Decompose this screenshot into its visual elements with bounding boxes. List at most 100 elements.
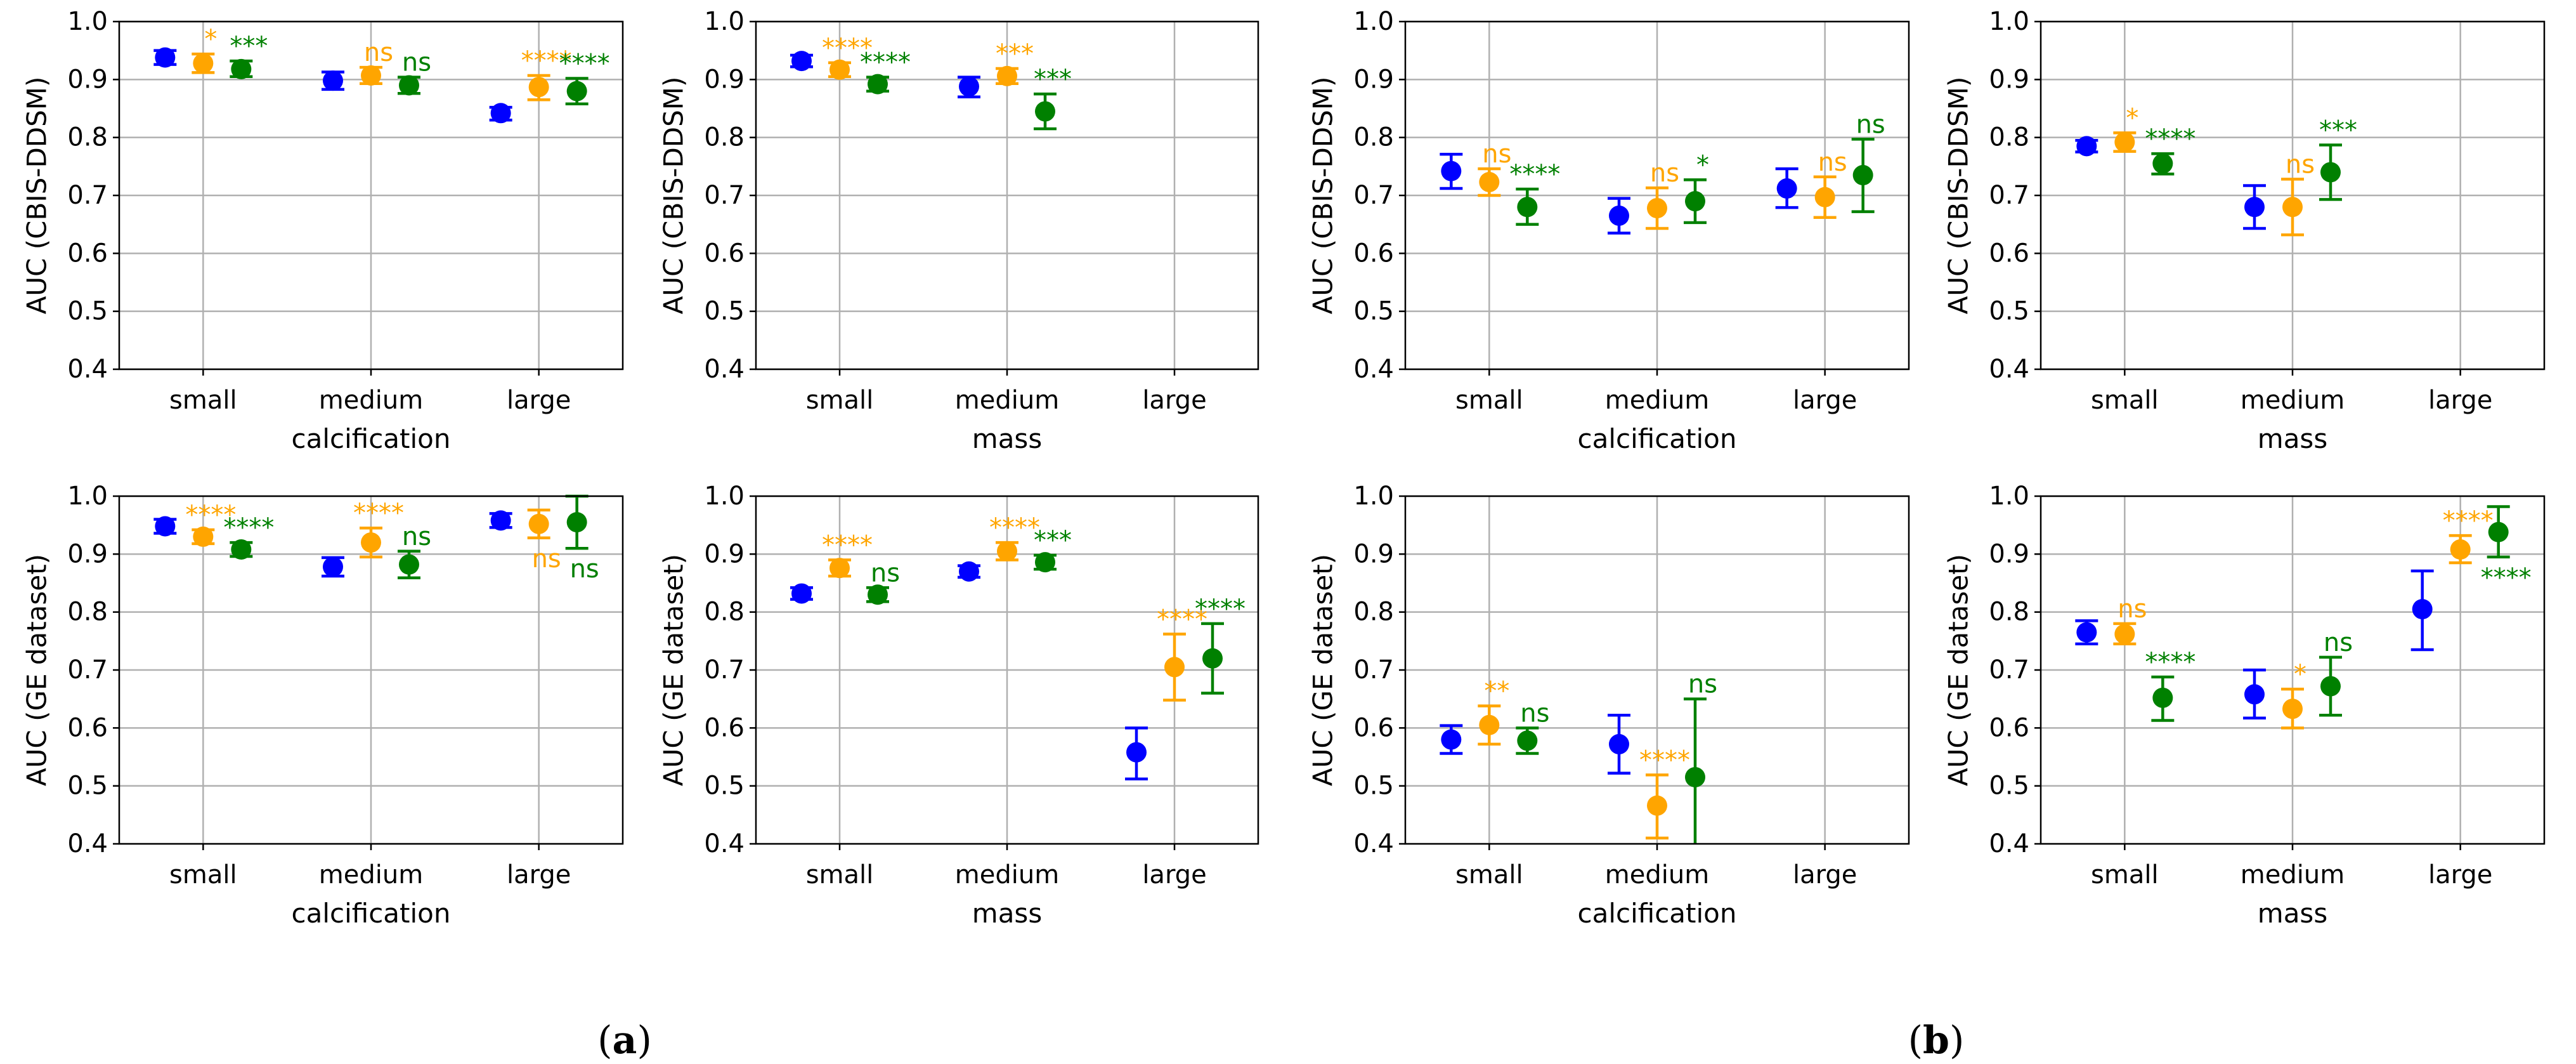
- significance-label: ****: [2443, 506, 2494, 535]
- y-tick-label: 0.6: [1989, 713, 2029, 742]
- data-point: [2320, 162, 2341, 183]
- subplot-b-cbis-calcification: 0.4 0.5 0.6 0.7 0.8 0.9 1.0 small medium large cal…: [1308, 7, 1910, 454]
- subplot-a-ge-calcification: 0.4 0.5 0.6 0.7 0.8 0.9 1.0 small medium large cal…: [22, 482, 624, 929]
- y-tick-label: 0.6: [67, 713, 108, 742]
- subplot-a-cbis-calcification: 0.4 0.5 0.6 0.7 0.8 0.9 1.0 small medium large cal…: [22, 7, 624, 454]
- data-point: [528, 77, 549, 98]
- subplot-a-ge-mass: 0.4 0.5 0.6 0.7 0.8 0.9 1.0 small medium large mas…: [658, 482, 1259, 929]
- significance-label: *: [2294, 660, 2306, 689]
- data-point: [528, 513, 549, 534]
- x-tick-label: large: [1793, 860, 1857, 890]
- significance-label: ***: [996, 39, 1034, 69]
- y-tick-label: 1.0: [67, 482, 108, 511]
- data-point: [1647, 198, 1667, 219]
- data-point: [399, 554, 419, 575]
- significance-label: ***: [2319, 116, 2357, 145]
- y-tick-label: 0.4: [1989, 829, 2029, 858]
- x-tick-label: large: [1142, 860, 1206, 890]
- panel-label-b: (b): [1908, 1018, 1965, 1063]
- subplot-a-cbis-mass: 0.4 0.5 0.6 0.7 0.8 0.9 1.0 small medium large mas…: [658, 7, 1259, 454]
- data-point: [2076, 136, 2097, 157]
- significance-label: ****: [2481, 563, 2532, 593]
- y-tick-label: 0.6: [1989, 239, 2029, 268]
- data-point: [2320, 676, 2341, 697]
- x-tick-label: large: [2428, 860, 2492, 890]
- data-point: [1479, 714, 1500, 735]
- x-tick-label: medium: [955, 386, 1059, 415]
- data-point: [1035, 552, 1055, 573]
- x-tick-label: small: [2091, 386, 2159, 415]
- y-tick-label: 0.6: [1353, 239, 1394, 268]
- y-tick-label: 0.6: [704, 239, 745, 268]
- data-point: [2244, 684, 2265, 705]
- y-tick-label: 1.0: [1353, 482, 1394, 511]
- y-tick-label: 0.5: [1353, 772, 1394, 801]
- significance-label: ****: [822, 530, 873, 560]
- significance-label: ns: [2117, 594, 2147, 624]
- significance-label: *: [2126, 103, 2138, 133]
- axes-frame: [118, 495, 624, 845]
- significance-label: ns: [532, 544, 561, 574]
- y-tick-label: 0.4: [704, 829, 745, 858]
- data-point: [2244, 197, 2265, 218]
- data-point: [2488, 522, 2509, 542]
- data-point: [1647, 795, 1667, 816]
- y-tick-label: 0.8: [1353, 123, 1394, 152]
- axes-frame: [118, 20, 624, 371]
- significance-label: ****: [1195, 594, 1246, 624]
- x-tick-label: small: [806, 860, 874, 890]
- significance-label: ****: [1509, 160, 1560, 189]
- y-tick-label: 0.6: [67, 239, 108, 268]
- y-tick-label: 0.4: [1989, 355, 2029, 384]
- y-tick-label: 0.4: [1353, 829, 1394, 858]
- data-point: [399, 75, 419, 96]
- data-point: [1609, 733, 1629, 754]
- significance-label: ns: [1688, 670, 1717, 699]
- y-tick-label: 1.0: [1989, 482, 2029, 511]
- y-tick-label: 0.8: [1353, 598, 1394, 627]
- data-point: [1441, 161, 1462, 181]
- y-tick-label: 0.7: [67, 181, 108, 210]
- x-tick-label: small: [169, 386, 237, 415]
- y-tick-label: 0.8: [67, 123, 108, 152]
- significance-label: ****: [521, 46, 572, 76]
- subplot-b-ge-mass: 0.4 0.5 0.6 0.7 0.8 0.9 1.0 small medium large mas…: [1943, 482, 2546, 929]
- x-tick-label: medium: [955, 860, 1059, 890]
- data-point: [193, 526, 214, 547]
- significance-label: ns: [1818, 148, 1847, 177]
- significance-label: **: [1484, 677, 1509, 706]
- y-tick-label: 0.6: [704, 713, 745, 742]
- y-tick-label: 0.8: [1989, 123, 2029, 152]
- significance-label: ****: [559, 49, 610, 79]
- data-point: [959, 561, 979, 582]
- axes-frame: [755, 495, 1259, 845]
- data-point: [791, 51, 812, 72]
- x-tick-label: large: [2428, 386, 2492, 415]
- y-tick-label: 1.0: [704, 7, 745, 36]
- panel-label-a: (a): [597, 1018, 652, 1063]
- data-point: [791, 583, 812, 604]
- significance-label: ****: [1639, 745, 1690, 775]
- significance-label: ns: [2324, 628, 2353, 657]
- x-tick-label: medium: [319, 860, 423, 890]
- x-axis-label: mass: [2258, 898, 2327, 929]
- data-point: [1609, 205, 1629, 226]
- data-point: [868, 74, 888, 95]
- y-axis-label: AUC (GE dataset): [658, 554, 689, 786]
- y-tick-label: 0.5: [1989, 297, 2029, 326]
- y-tick-label: 0.8: [1989, 598, 2029, 627]
- y-tick-label: 0.8: [67, 598, 108, 627]
- significance-label: ns: [570, 555, 599, 584]
- axes-frame: [755, 20, 1259, 371]
- significance-label: *: [1696, 150, 1709, 180]
- significance-label: ****: [2145, 648, 2195, 677]
- data-point: [1202, 648, 1223, 669]
- y-tick-label: 0.7: [1989, 655, 2029, 685]
- data-point: [1852, 165, 1873, 186]
- y-tick-label: 1.0: [67, 7, 108, 36]
- x-tick-label: small: [1455, 860, 1523, 890]
- y-tick-label: 0.8: [704, 123, 745, 152]
- data-point: [231, 539, 252, 560]
- y-tick-label: 0.4: [67, 829, 108, 858]
- subplot-b-ge-calcification: 0.4 0.5 0.6 0.7 0.8 0.9 1.0 small medium large cal…: [1308, 482, 1910, 929]
